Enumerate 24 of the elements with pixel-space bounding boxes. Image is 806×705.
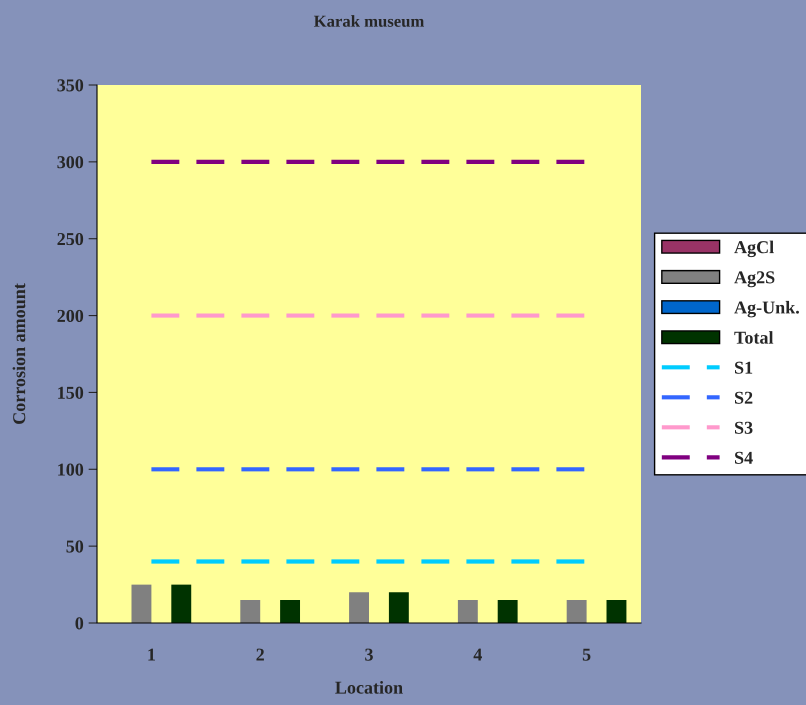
x-tick-label: 2 <box>256 648 264 661</box>
legend-label: S1 <box>735 362 752 374</box>
y-tick-label: 350 <box>57 79 84 92</box>
y-axis-title: Corrosion amount <box>12 283 26 424</box>
legend-label: AgCl <box>734 240 774 258</box>
x-tick-label: 4 <box>474 648 482 661</box>
y-tick-label: 250 <box>57 232 84 246</box>
legend-label: Ag2S <box>734 271 774 288</box>
legend-label: Ag-Unk. <box>734 300 799 318</box>
y-tick-label: 0 <box>75 617 84 630</box>
legend-label: S3 <box>735 422 752 434</box>
legend-label: Total <box>734 331 774 344</box>
y-tick-label: 150 <box>58 386 84 399</box>
y-tick-label: 50 <box>66 540 84 553</box>
x-axis-title: Location <box>335 681 403 694</box>
legend-label: S4 <box>735 452 753 464</box>
x-tick-label: 3 <box>365 648 373 661</box>
y-tick-label: 100 <box>58 464 84 476</box>
x-tick-label: 5 <box>582 648 590 661</box>
legend-label: S2 <box>735 392 752 404</box>
x-tick-label: 1 <box>148 648 155 661</box>
chart-title: Karak museum <box>314 15 424 27</box>
y-tick-label: 300 <box>57 156 84 168</box>
y-tick-label: 200 <box>57 310 84 322</box>
